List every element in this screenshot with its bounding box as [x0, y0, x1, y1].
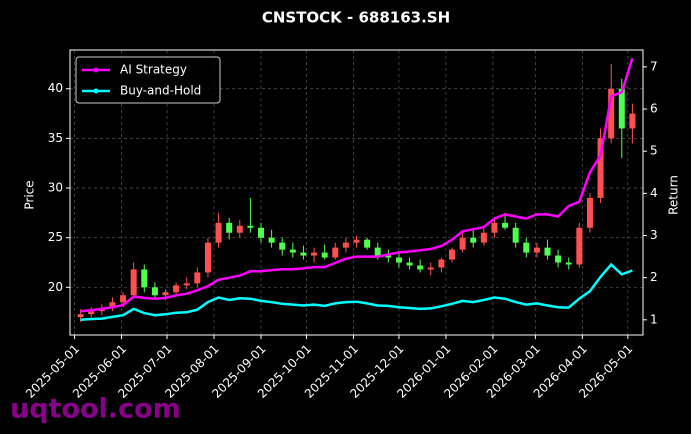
candle-body	[321, 252, 328, 258]
y2-tick-label: 3	[650, 228, 658, 242]
candle-body	[395, 257, 402, 263]
y2-tick-label: 6	[650, 102, 658, 116]
candle-body	[215, 222, 222, 243]
legend-marker	[93, 67, 99, 73]
plot-frame	[69, 49, 644, 336]
candle-body	[470, 237, 477, 243]
legend: AI Strategy Buy-and-Hold	[75, 56, 221, 104]
candle-body	[151, 287, 158, 296]
candle-body	[342, 242, 349, 248]
y-tick-label: 20	[48, 280, 63, 294]
candle-body	[406, 262, 413, 266]
candle-body	[258, 227, 264, 238]
candle-body	[183, 283, 190, 286]
candle-body	[427, 267, 434, 270]
candle-body	[374, 247, 381, 256]
candle-body	[629, 113, 636, 129]
candle-body	[311, 252, 318, 256]
candle-body	[173, 285, 180, 293]
candle-body	[353, 239, 360, 243]
candle-body	[385, 255, 392, 258]
candle-body	[162, 292, 169, 296]
candle-body	[279, 242, 286, 250]
candle-body	[194, 272, 201, 284]
y-tick-label: 40	[48, 81, 63, 95]
candle-body	[364, 239, 371, 248]
y2-tick-label: 7	[650, 59, 658, 73]
candle-body	[449, 249, 455, 260]
candle-body	[130, 269, 137, 296]
candle-body	[523, 242, 530, 253]
candle-body	[565, 262, 572, 265]
candle-body	[480, 232, 487, 243]
candle-body	[502, 222, 509, 228]
candle-body	[120, 295, 127, 303]
legend-box	[75, 56, 221, 104]
y2-tick-label: 5	[650, 144, 658, 158]
return-line	[80, 262, 633, 322]
candle-body	[109, 302, 116, 309]
legend-marker	[93, 88, 99, 94]
candle-body	[459, 237, 466, 250]
chart-title: CNSTOCK - 688163.SH	[262, 9, 450, 27]
candle-body	[88, 311, 95, 315]
return-line	[80, 58, 634, 313]
y-tick-label: 30	[48, 181, 63, 195]
candle-body	[533, 247, 540, 253]
candle-body	[438, 259, 445, 268]
y2-tick-label: 2	[650, 270, 658, 284]
candle-body	[512, 227, 519, 243]
candle-body	[417, 265, 424, 270]
candle-body	[268, 237, 275, 243]
legend-label: Buy-and-Hold	[120, 84, 201, 98]
candle-body	[491, 222, 498, 233]
y-axis-label: Price	[23, 180, 37, 209]
watermark: uqtool.com	[10, 394, 181, 425]
candle-body	[236, 225, 243, 233]
candle-body	[77, 314, 84, 318]
candle-body	[247, 225, 254, 228]
candle-body	[300, 252, 307, 256]
y2-axis-label: Return	[667, 175, 681, 215]
candle-body	[289, 249, 296, 253]
candle-body	[597, 138, 604, 198]
candle-body	[608, 88, 615, 139]
candle-body	[332, 247, 339, 258]
candle-body	[226, 222, 233, 233]
y-tick-label: 25	[48, 230, 63, 244]
candle-body	[586, 197, 593, 228]
candle-body	[576, 227, 583, 265]
candle-body	[204, 242, 211, 273]
candle-body	[544, 247, 551, 256]
legend-label: AI Strategy	[120, 63, 187, 77]
y2-tick-label: 4	[650, 186, 658, 200]
candle-body	[141, 269, 148, 288]
candle-body	[555, 255, 562, 263]
y-tick-label: 35	[48, 131, 63, 145]
candle-body	[618, 88, 625, 129]
y2-tick-label: 1	[650, 312, 658, 326]
